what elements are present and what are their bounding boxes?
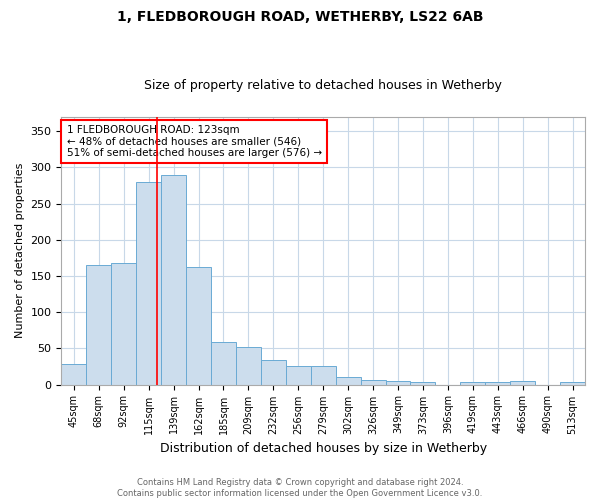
Bar — [460, 382, 485, 384]
Text: 1 FLEDBOROUGH ROAD: 123sqm
← 48% of detached houses are smaller (546)
51% of sem: 1 FLEDBOROUGH ROAD: 123sqm ← 48% of deta… — [67, 125, 322, 158]
Bar — [386, 381, 410, 384]
Bar — [61, 364, 86, 384]
Bar — [161, 174, 186, 384]
Bar — [236, 347, 261, 385]
Bar — [261, 360, 286, 384]
Bar — [211, 342, 236, 384]
X-axis label: Distribution of detached houses by size in Wetherby: Distribution of detached houses by size … — [160, 442, 487, 455]
Bar — [286, 366, 311, 384]
Bar — [410, 382, 436, 384]
Text: 1, FLEDBOROUGH ROAD, WETHERBY, LS22 6AB: 1, FLEDBOROUGH ROAD, WETHERBY, LS22 6AB — [117, 10, 483, 24]
Bar — [86, 265, 111, 384]
Y-axis label: Number of detached properties: Number of detached properties — [15, 163, 25, 338]
Bar — [311, 366, 335, 384]
Bar — [186, 268, 211, 384]
Bar — [136, 182, 161, 384]
Text: Contains HM Land Registry data © Crown copyright and database right 2024.
Contai: Contains HM Land Registry data © Crown c… — [118, 478, 482, 498]
Title: Size of property relative to detached houses in Wetherby: Size of property relative to detached ho… — [144, 79, 502, 92]
Bar — [361, 380, 386, 384]
Bar — [485, 382, 510, 384]
Bar — [560, 382, 585, 384]
Bar — [335, 378, 361, 384]
Bar — [111, 263, 136, 384]
Bar — [510, 381, 535, 384]
